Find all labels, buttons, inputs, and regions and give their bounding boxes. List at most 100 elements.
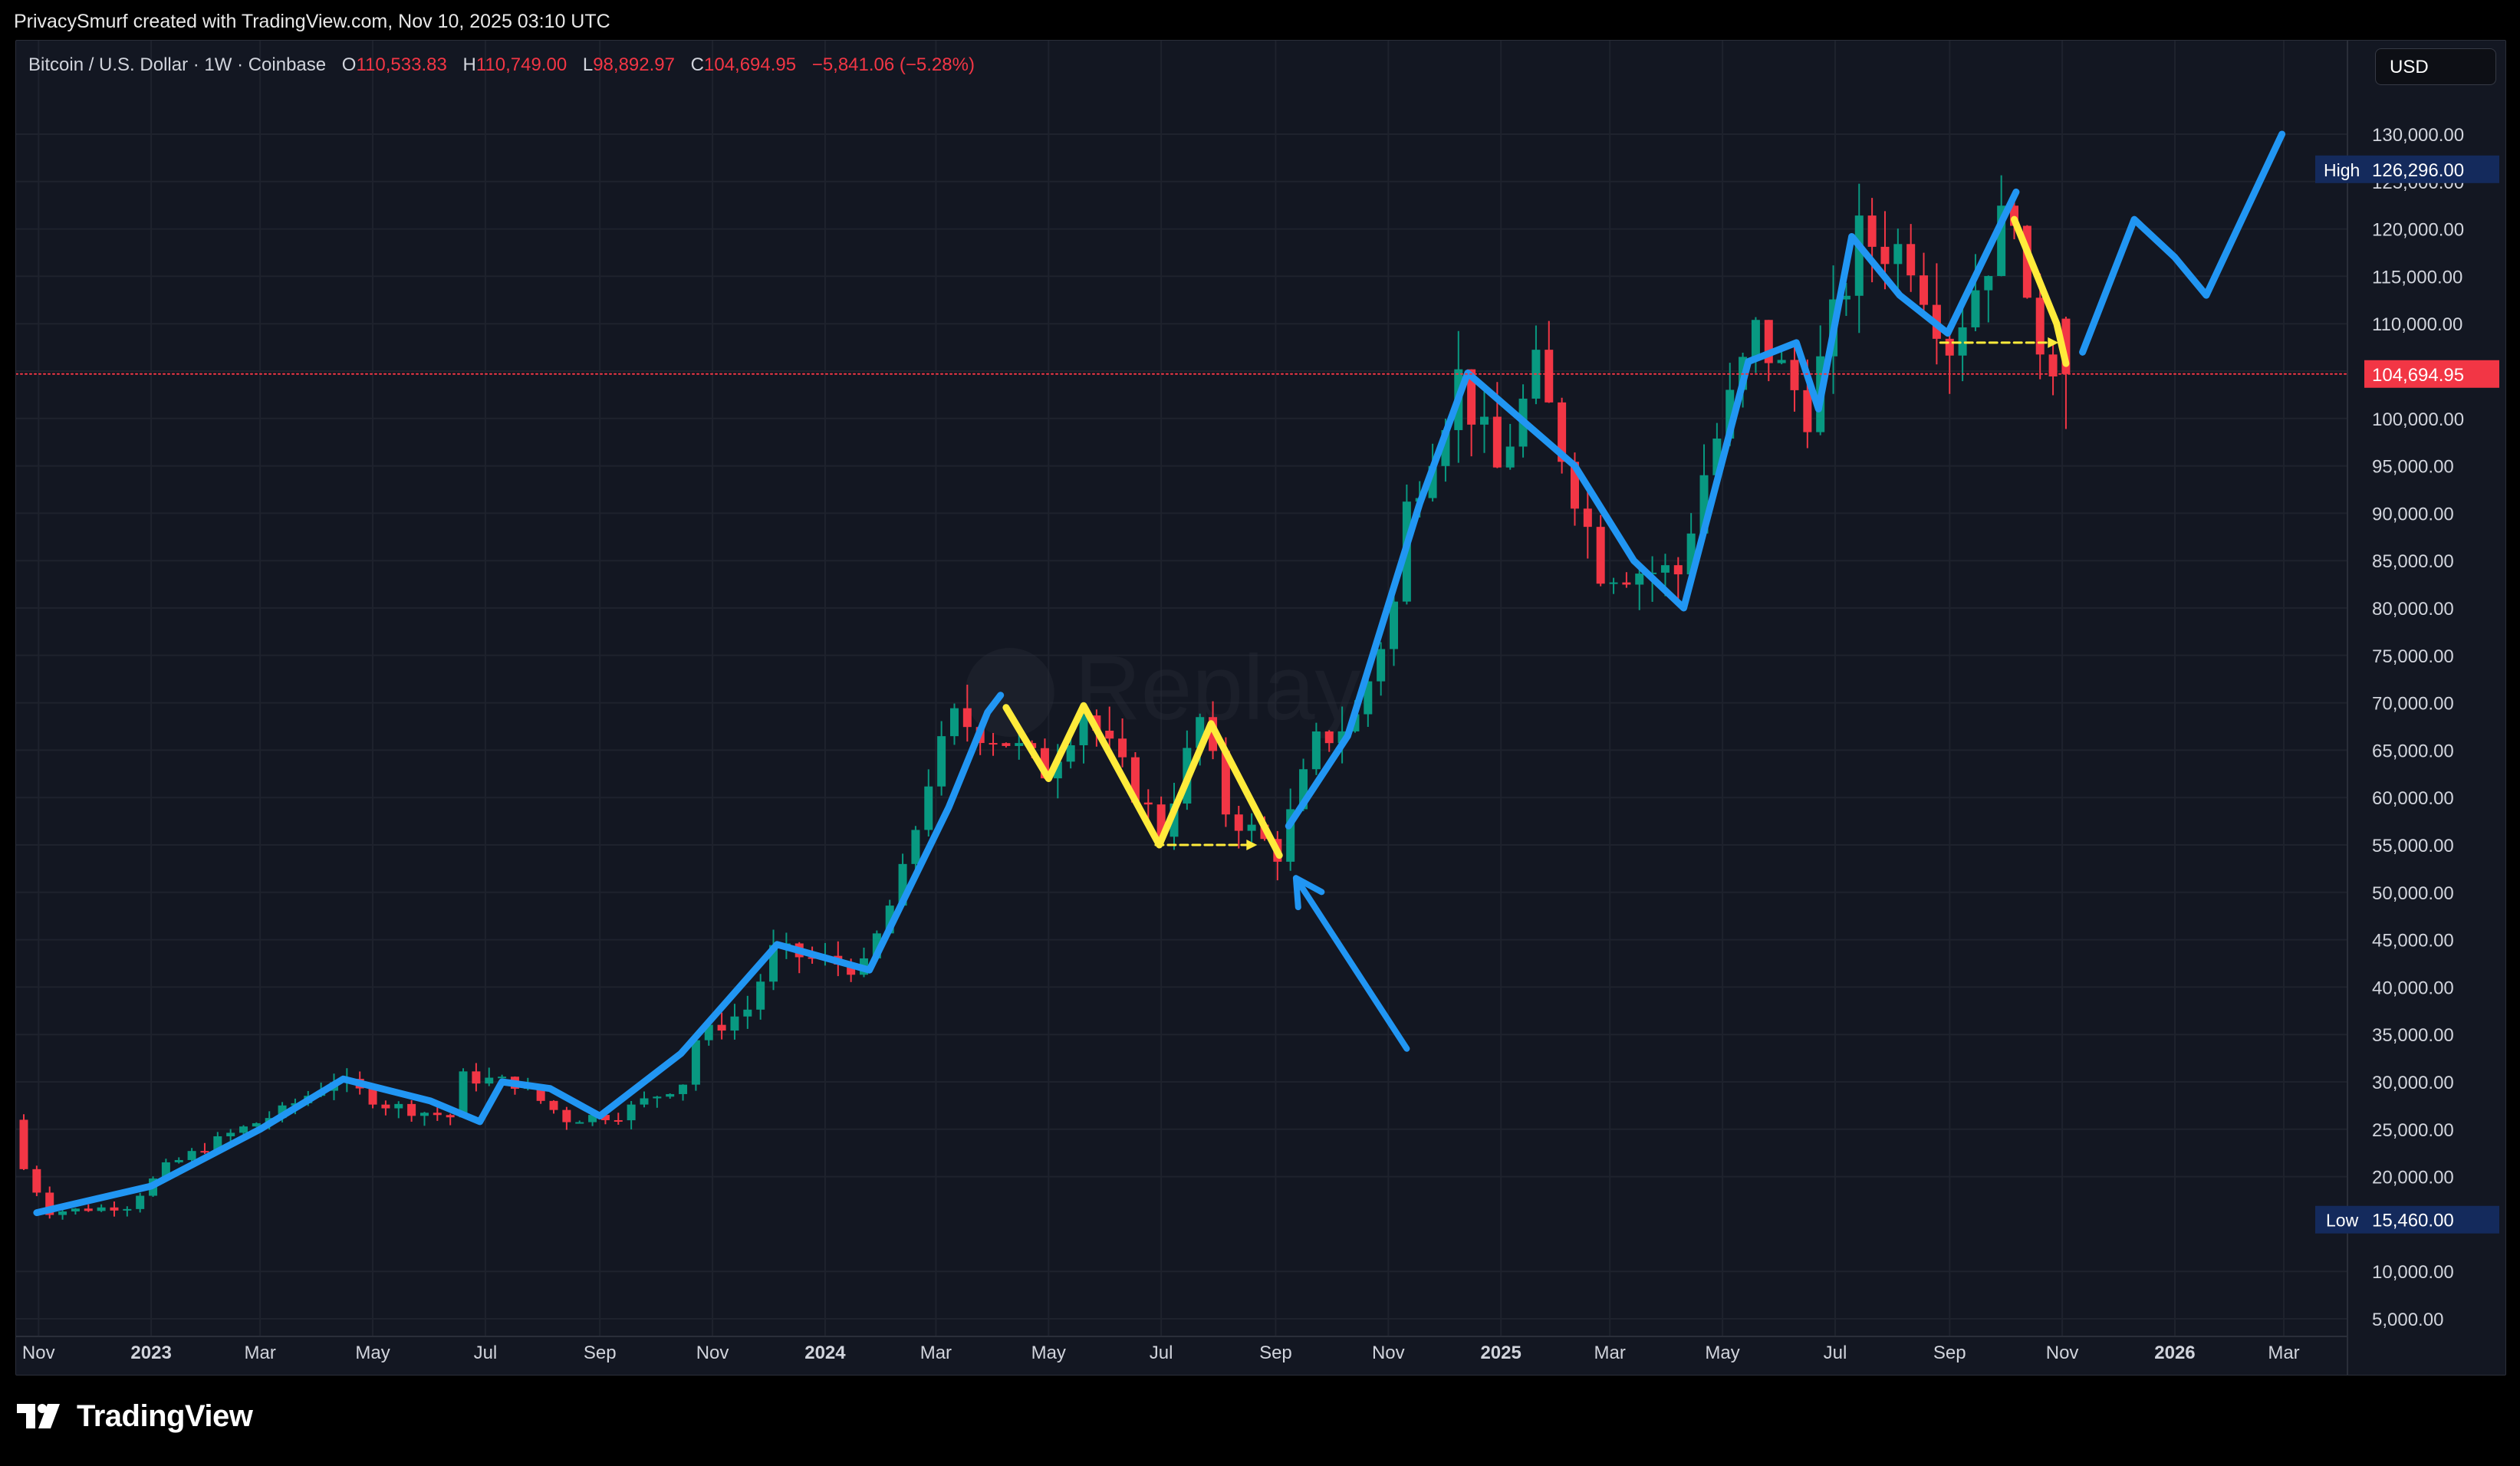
chart-panel[interactable]: Replay 5,000.00 10,000.00 20,000.00 25,000.0… — [15, 40, 2506, 1376]
candle — [1945, 328, 1954, 394]
candle-body — [769, 945, 778, 982]
candle — [1635, 564, 1644, 610]
candle-body — [1906, 244, 1916, 276]
price-tick-label: 70,000.00 — [2372, 694, 2454, 715]
candle — [407, 1100, 416, 1122]
candle-body — [730, 1016, 739, 1031]
candle-body — [368, 1088, 377, 1105]
candle — [1118, 718, 1127, 768]
candle-body — [419, 1113, 429, 1116]
candle-body — [1622, 582, 1631, 585]
candle-body — [1545, 350, 1554, 403]
tradingview-brand[interactable]: TradingView — [17, 1399, 253, 1433]
candle — [1364, 677, 1373, 727]
last-price-text: 104,694.95 — [2372, 365, 2464, 386]
candle — [1558, 397, 1567, 474]
candle-body — [898, 863, 907, 906]
candle-body — [1764, 320, 1773, 363]
price-chart[interactable]: Replay 5,000.00 10,000.00 20,000.00 25,000.0… — [16, 41, 2505, 1375]
candle-body — [1609, 582, 1618, 584]
candle — [989, 732, 998, 756]
time-tick-label: 2024 — [804, 1343, 846, 1363]
price-tick-label: 75,000.00 — [2372, 646, 2454, 667]
candle-body — [1777, 360, 1786, 363]
candle-body — [1015, 743, 1024, 746]
watermark-text: Replay — [1074, 636, 1361, 739]
candle-body — [1377, 649, 1386, 682]
candle — [1079, 709, 1088, 764]
candle-body — [1583, 508, 1592, 528]
candle — [1958, 297, 1967, 382]
candle-body — [872, 933, 881, 958]
candle-body — [1428, 465, 1437, 498]
candle — [1971, 254, 1980, 332]
candle-body — [45, 1192, 54, 1215]
candle — [1390, 595, 1399, 666]
candle-body — [136, 1195, 145, 1209]
price-tick-label: 30,000.00 — [2372, 1073, 2454, 1093]
candle — [653, 1096, 662, 1108]
candle-body — [433, 1113, 442, 1116]
candle-body — [1130, 757, 1140, 803]
symbol-name[interactable]: Bitcoin / U.S. Dollar · 1W · Coinbase — [28, 54, 327, 75]
candle — [97, 1204, 106, 1212]
trend-line-2022-2024 — [33, 692, 1005, 1217]
candle-body — [1984, 275, 1993, 291]
price-tick-label: 80,000.00 — [2372, 599, 2454, 620]
candle-body — [1635, 574, 1644, 585]
candle-body — [394, 1103, 403, 1109]
candle-body — [756, 981, 765, 1010]
high-value-text: 126,296.00 — [2372, 160, 2464, 181]
candle-body — [187, 1151, 196, 1160]
candle-body — [58, 1211, 67, 1215]
neckline-arrowhead-1 — [1246, 840, 1258, 850]
price-tick-label: 40,000.00 — [2372, 978, 2454, 998]
candle — [627, 1100, 636, 1130]
candle-body — [1971, 290, 1980, 327]
time-tick-label: Nov — [22, 1343, 55, 1363]
candle-body — [472, 1071, 481, 1084]
time-tick-label: May — [1705, 1343, 1739, 1363]
candle — [32, 1165, 41, 1197]
close-label: C — [690, 54, 704, 75]
candle-body — [1118, 738, 1127, 758]
candle — [962, 684, 972, 742]
candle-body — [407, 1103, 416, 1116]
candle-body — [161, 1162, 170, 1179]
candle — [691, 1035, 700, 1091]
candle — [2048, 343, 2058, 396]
time-tick-label: Nov — [2046, 1343, 2079, 1363]
candle — [949, 703, 959, 745]
candle-body — [1880, 246, 1890, 265]
candle-body — [1311, 731, 1321, 770]
candle — [1467, 369, 1476, 457]
projection-line — [2079, 130, 2286, 356]
candle-body — [1221, 751, 1230, 815]
candle-body — [653, 1096, 662, 1099]
candle-body — [1364, 681, 1373, 715]
change-value: −5,841.06 (−5.28%) — [811, 54, 975, 75]
candle-body — [459, 1071, 468, 1118]
candle — [1673, 557, 1683, 600]
candle-body — [1234, 814, 1243, 831]
candle-body — [588, 1115, 597, 1123]
candle — [2061, 316, 2071, 429]
currency-selector[interactable]: USD — [2375, 48, 2496, 85]
price-tick-label: 85,000.00 — [2372, 551, 2454, 572]
candle — [1015, 731, 1024, 760]
high-value-badge — [2364, 155, 2499, 183]
candle-body — [614, 1119, 623, 1122]
candle-body — [627, 1104, 636, 1121]
pattern-line-2024 — [1002, 702, 1283, 860]
candle — [1854, 183, 1864, 334]
candle — [1324, 730, 1334, 752]
candle — [769, 929, 778, 991]
pointer-arrow-head — [1292, 875, 1325, 911]
time-tick-label: Mar — [1594, 1343, 1626, 1363]
candle — [1531, 325, 1541, 405]
time-tick-label: Jul — [1824, 1343, 1847, 1363]
candle-body — [1156, 804, 1166, 837]
candle — [640, 1091, 649, 1108]
price-tick-label: 95,000.00 — [2372, 457, 2454, 478]
price-axis: 5,000.00 10,000.00 20,000.00 25,000.00 30,00… — [2315, 41, 2499, 1375]
